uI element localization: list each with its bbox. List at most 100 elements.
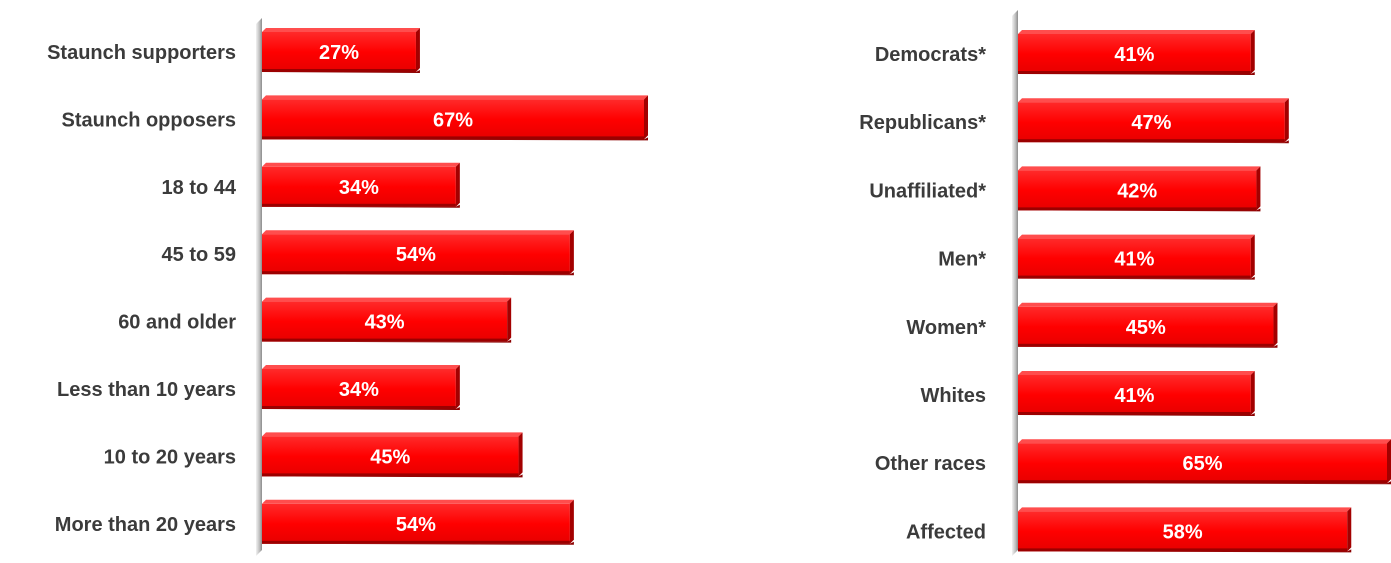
bar-bottom-face <box>1018 481 1391 485</box>
bar-side-face <box>569 499 574 544</box>
bar <box>262 32 416 72</box>
bar-shadow <box>262 271 570 275</box>
bar-side-face <box>569 230 574 275</box>
category-label: 45 to 59 <box>162 244 236 266</box>
bar-bottom-face <box>262 204 460 208</box>
data-label: 54% <box>396 244 436 266</box>
bar-group: 41% <box>1018 30 1255 75</box>
bar-bottom-face <box>262 474 523 478</box>
bar <box>1018 443 1387 484</box>
bar-shadow <box>262 69 416 72</box>
bar <box>1018 375 1251 415</box>
category-label: Democrats* <box>875 44 986 66</box>
bar-top-face <box>262 499 574 504</box>
category-label: Other races <box>875 453 986 475</box>
bar-top-face <box>1018 507 1352 512</box>
bar-shadow <box>262 136 644 140</box>
bar-shadow <box>262 473 519 477</box>
bar-group: 65% <box>1018 439 1391 485</box>
category-label: 60 and older <box>118 312 236 334</box>
bar-group: 47% <box>1018 98 1289 144</box>
bar <box>1018 170 1257 211</box>
bar-top-face <box>1018 371 1255 375</box>
data-label: 42% <box>1117 180 1157 202</box>
category-label: 10 to 20 years <box>104 446 236 468</box>
bar-top-face <box>1018 30 1255 34</box>
bar-side-face <box>415 28 420 72</box>
data-label: 45% <box>1126 317 1166 339</box>
data-label: 54% <box>396 514 436 536</box>
bar-shadow <box>1018 71 1251 74</box>
bar <box>262 166 456 207</box>
bar-side-face <box>1284 98 1289 143</box>
bar-top-face <box>262 95 648 100</box>
bar-group: 34% <box>262 365 460 410</box>
bar-side-face <box>1250 234 1255 279</box>
bar-bottom-face <box>1018 140 1289 144</box>
bar-shadow <box>1018 275 1251 279</box>
bar-top-face <box>1018 302 1278 307</box>
bar <box>262 369 456 409</box>
bar <box>1018 102 1285 143</box>
bar-group: 54% <box>262 499 574 545</box>
data-label: 58% <box>1163 521 1203 543</box>
data-label: 65% <box>1182 453 1222 475</box>
bar <box>262 234 570 275</box>
bar-group: 42% <box>1018 166 1261 212</box>
category-label: Unaffiliated* <box>869 180 986 202</box>
axis-wall <box>256 18 262 556</box>
bar-bottom-face <box>262 137 648 141</box>
bar-side-face <box>507 297 512 342</box>
category-label: 18 to 44 <box>162 177 237 199</box>
bar-shadow <box>262 338 508 342</box>
bar-top-face <box>1018 439 1391 444</box>
bar-bottom-face <box>262 541 574 545</box>
bar-shadow <box>262 406 456 409</box>
bar-top-face <box>262 297 512 302</box>
bar-bottom-face <box>1018 208 1261 212</box>
bar-shadow <box>1018 412 1251 415</box>
data-label: 43% <box>365 312 405 334</box>
bar-shadow <box>262 540 570 544</box>
bar-group: 58% <box>1018 507 1352 553</box>
bar-group: 34% <box>262 162 460 208</box>
bar-bottom-face <box>262 407 460 410</box>
data-label: 41% <box>1114 385 1154 407</box>
bar-side-face <box>1256 166 1261 211</box>
bar-bottom-face <box>1018 344 1278 348</box>
bar <box>262 301 508 342</box>
data-label: 41% <box>1114 44 1154 66</box>
bar-group: 43% <box>262 297 512 343</box>
bar-shadow <box>262 203 456 207</box>
category-label: More than 20 years <box>55 514 236 536</box>
bar <box>1018 238 1251 279</box>
data-label: 34% <box>339 379 379 401</box>
bar-group: 45% <box>262 432 523 478</box>
bar-top-face <box>262 28 420 32</box>
bar-shadow <box>1018 480 1387 484</box>
bar <box>1018 306 1274 347</box>
category-label: Men* <box>938 249 986 271</box>
bar <box>1018 34 1251 74</box>
bar-shadow <box>1018 548 1348 552</box>
bar <box>262 99 644 140</box>
bar-shadow <box>1018 139 1285 143</box>
bar-bottom-face <box>1018 72 1255 75</box>
category-label: Staunch opposers <box>62 109 236 131</box>
category-label: Republicans* <box>859 112 986 134</box>
bar-top-face <box>262 365 460 369</box>
data-label: 41% <box>1114 249 1154 271</box>
data-label: 45% <box>370 446 410 468</box>
bar <box>262 436 519 477</box>
bar <box>262 503 570 544</box>
category-label: Less than 10 years <box>57 379 236 401</box>
bar-group: 45% <box>1018 302 1278 348</box>
bar-side-face <box>1347 507 1352 552</box>
bar-bottom-face <box>262 70 420 73</box>
bar-side-face <box>518 432 523 477</box>
bar-group: 67% <box>262 95 648 141</box>
bar-top-face <box>262 230 574 235</box>
bar-top-face <box>262 432 523 437</box>
chart-panel-2: 41% Democrats* 47% Republicans* 42% Unaffilia… <box>859 10 1391 556</box>
